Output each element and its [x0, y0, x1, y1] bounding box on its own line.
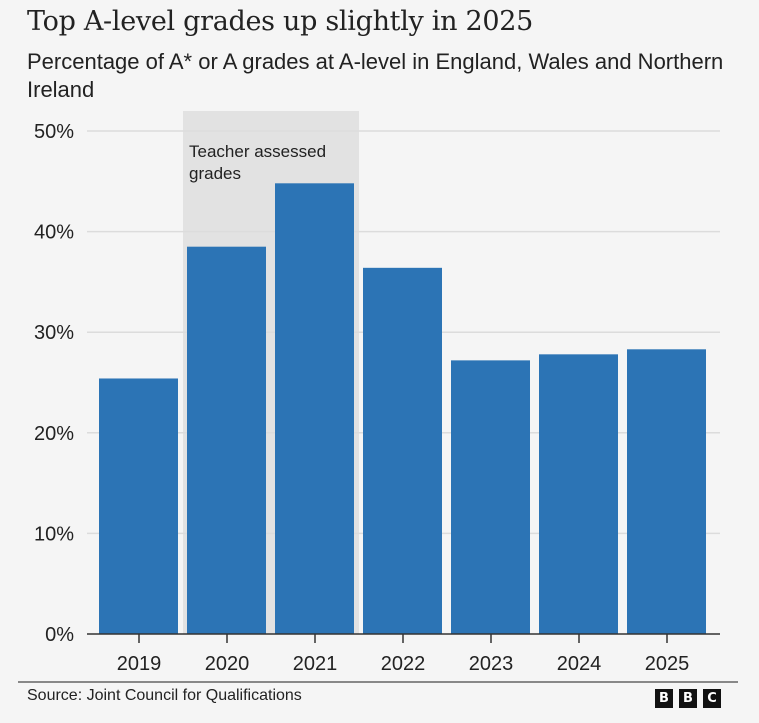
y-tick-label: 30%	[34, 322, 74, 344]
x-tick-label: 2024	[557, 653, 602, 675]
bar-2019	[99, 378, 178, 634]
chart-title: Top A-level grades up slightly in 2025	[27, 6, 534, 37]
x-tick-label: 2022	[381, 653, 426, 675]
bar-2020	[187, 246, 266, 634]
x-axis	[87, 633, 720, 643]
bbc-logo-letter: B	[679, 689, 697, 708]
bar-2023	[451, 360, 530, 634]
chart-subtitle: Percentage of A* or A grades at A-level …	[27, 49, 724, 102]
bbc-logo-letter: B	[655, 689, 673, 708]
bar-2025	[627, 349, 706, 634]
x-tick-label: 2019	[117, 653, 162, 675]
footer-divider	[18, 681, 738, 683]
y-tick-label: 40%	[34, 222, 74, 244]
bar-chart: Teacher assessed grades 0% 10% 20% 30% 40% 50% 2…	[34, 111, 720, 675]
bbc-logo: B B C	[655, 689, 721, 708]
bbc-logo-letter: C	[703, 689, 721, 708]
tick-labels: Teacher assessed grades 0% 10% 20% 30% 40% 50% 2…	[34, 121, 689, 675]
bars	[99, 183, 706, 634]
x-tick-label: 2025	[645, 653, 690, 675]
x-tick-label: 2021	[293, 653, 338, 675]
bar-2022	[363, 267, 442, 634]
annotation-label: Teacher assessed	[189, 142, 326, 161]
y-tick-label: 10%	[34, 523, 74, 545]
y-tick-label: 20%	[34, 423, 74, 445]
x-tick-label: 2020	[205, 653, 250, 675]
x-tick-label: 2023	[469, 653, 514, 675]
bar-2024	[539, 354, 618, 634]
source-note: Source: Joint Council for Qualifications	[27, 687, 302, 704]
annotation-label: grades	[189, 164, 241, 183]
y-tick-label: 0%	[45, 624, 74, 646]
bar-2021	[275, 183, 354, 634]
y-tick-label: 50%	[34, 121, 74, 143]
